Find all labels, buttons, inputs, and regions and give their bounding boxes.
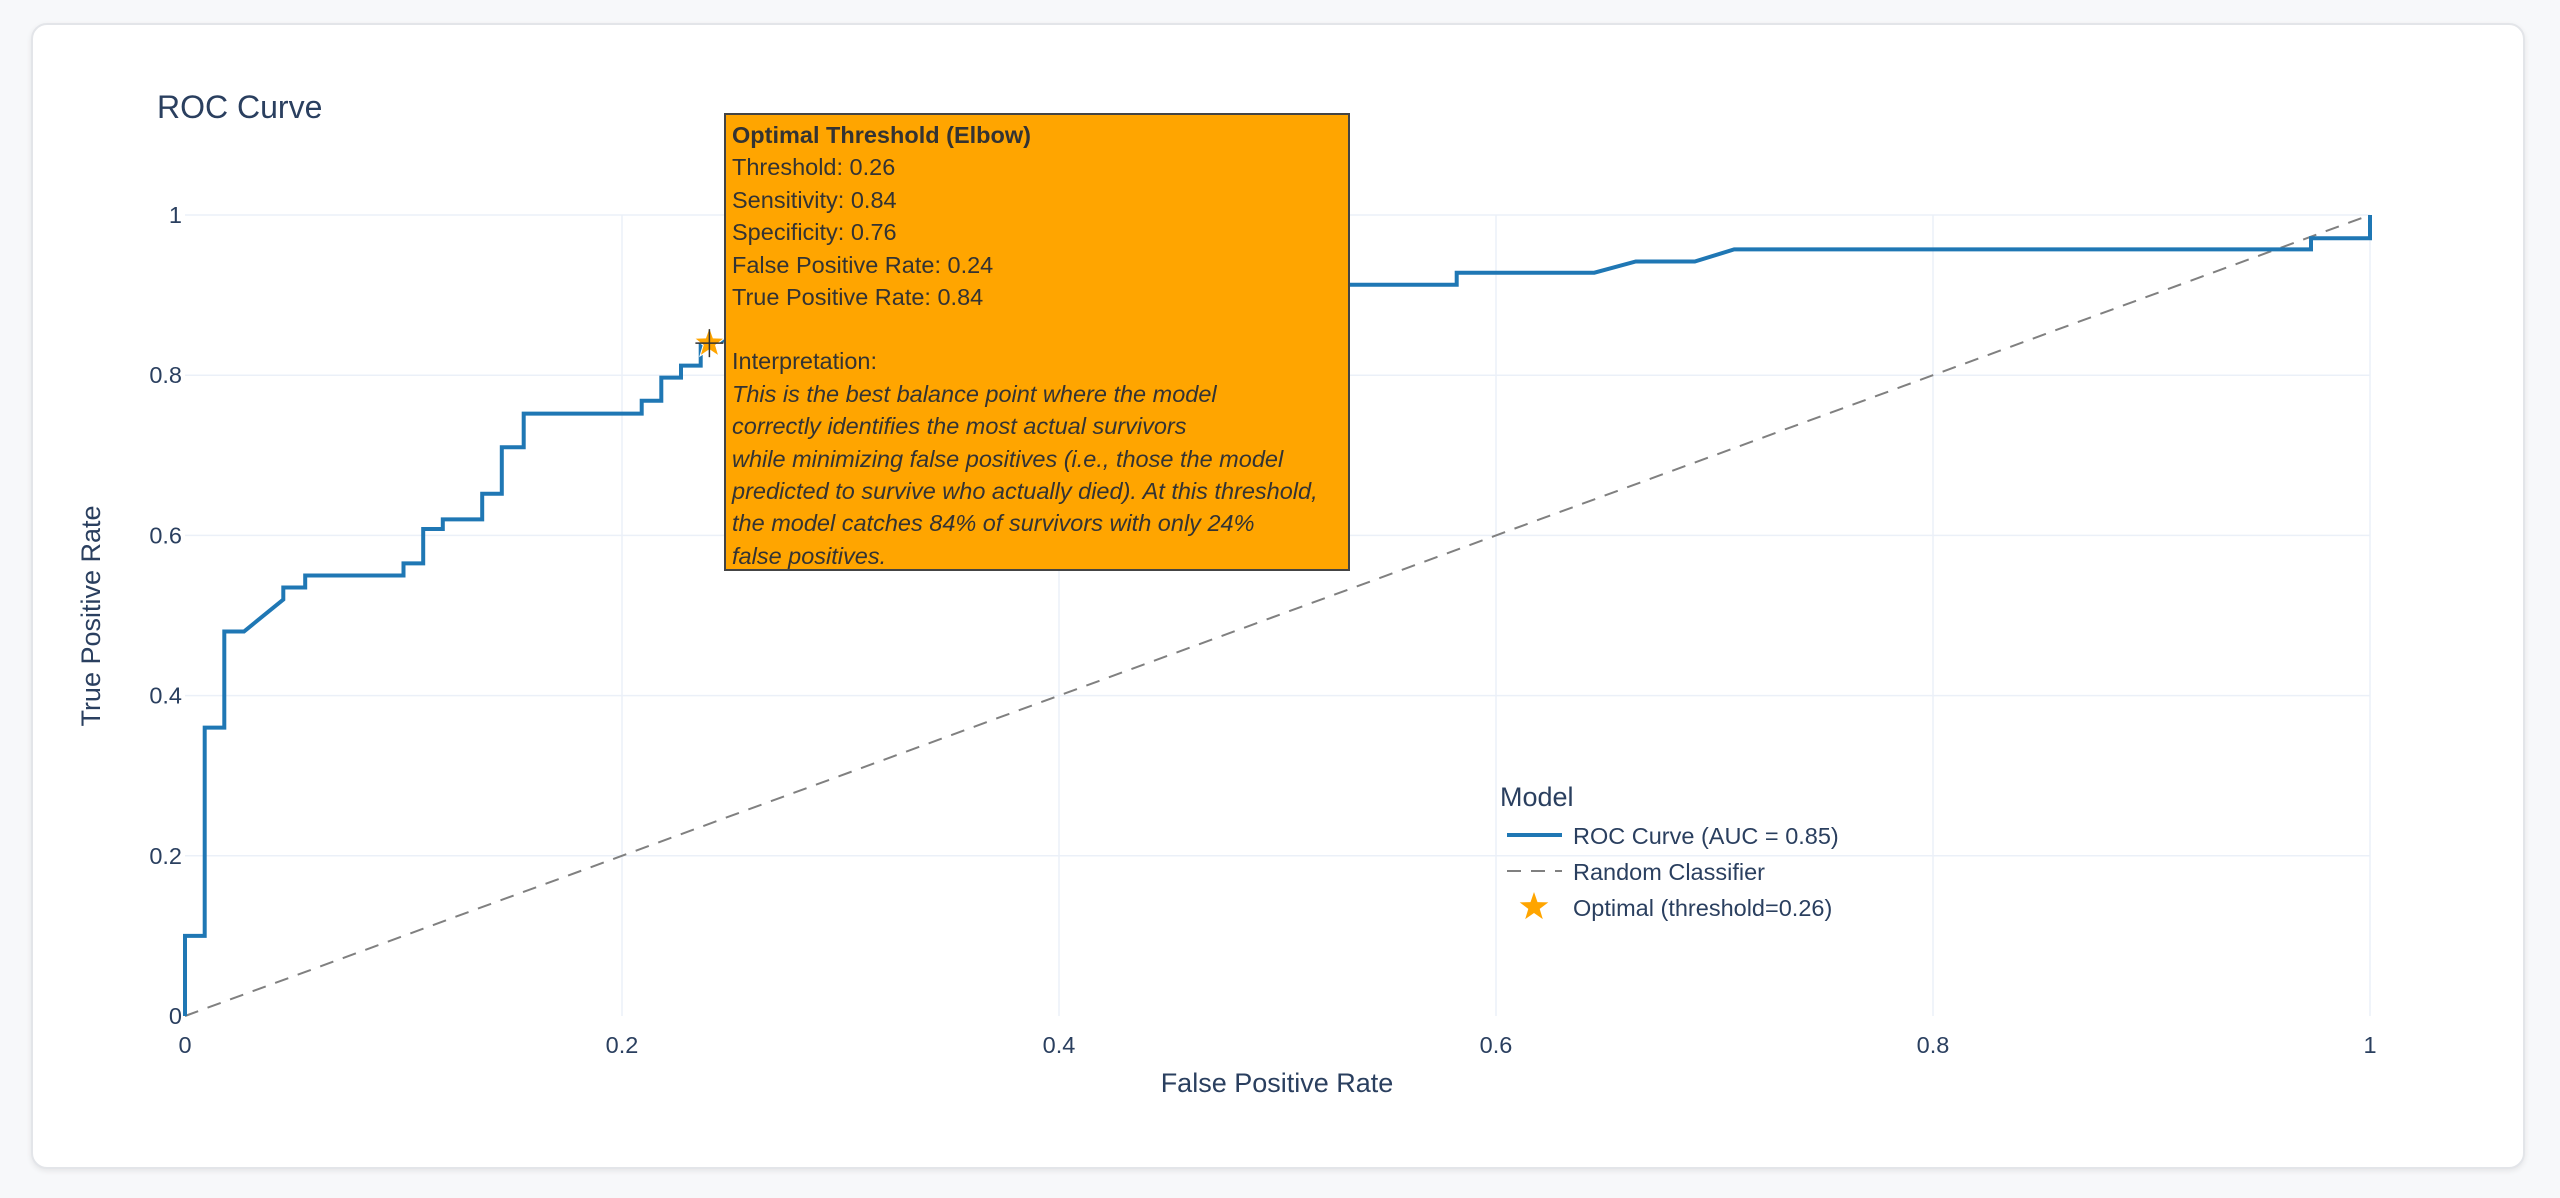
- y-tick-label: 0.2: [149, 843, 182, 869]
- axis-ticks: 0 0.2 0.4 0.6 0.8 1 0 0.2 0.4 0.6 0.8 1: [149, 202, 2376, 1058]
- tooltip-interp-line-4: predicted to survive who actually died).…: [732, 478, 1318, 505]
- x-tick-label: 0.4: [1043, 1032, 1076, 1058]
- random-classifier-line: [184, 214, 2371, 1017]
- hover-tooltip: Optimal Threshold (Elbow) Threshold: 0.2…: [724, 113, 1350, 571]
- tooltip-tpr: True Positive Rate: 0.84: [732, 284, 984, 311]
- random-classifier-path: [184, 214, 2371, 1017]
- x-tick-label: 0.6: [1480, 1032, 1513, 1058]
- legend-random-label[interactable]: Random Classifier: [1573, 859, 1765, 885]
- tooltip-fpr: False Positive Rate: 0.24: [732, 251, 994, 278]
- roc-curve-line: [183, 215, 2372, 1016]
- legend-title: Model: [1500, 782, 1574, 812]
- chart-title: ROC Curve: [157, 89, 322, 125]
- tooltip-sensitivity: Sensitivity: 0.84: [732, 186, 897, 213]
- y-tick-label: 0.4: [149, 683, 182, 709]
- y-tick-label: 0.8: [149, 362, 182, 388]
- x-tick-label: 1: [2363, 1032, 2376, 1058]
- optimal-point-marker[interactable]: [692, 325, 727, 358]
- y-tick-label: 0.6: [149, 522, 182, 548]
- roc-curve-path: [183, 215, 2372, 1016]
- tooltip-interp-line-2: correctly identifies the most actual sur…: [732, 413, 1187, 440]
- x-axis-label: False Positive Rate: [1161, 1068, 1394, 1098]
- tooltip-specificity: Specificity: 0.76: [732, 219, 897, 246]
- x-tick-label: 0.2: [606, 1032, 639, 1058]
- tooltip-title: Optimal Threshold (Elbow): [732, 122, 1031, 148]
- tooltip-interp-line-3: while minimizing false positives (i.e., …: [732, 445, 1284, 472]
- tooltip-interp-line-6: false positives.: [732, 542, 887, 569]
- tooltip-interp-line-1: This is the best balance point where the…: [732, 380, 1217, 407]
- tooltip-interp-line-5: the model catches 84% of survivors with …: [732, 510, 1255, 537]
- y-axis-label: True Positive Rate: [76, 505, 106, 726]
- x-tick-label: 0.8: [1917, 1032, 1950, 1058]
- tooltip-interp-label: Interpretation:: [732, 348, 878, 375]
- legend-roc-label[interactable]: ROC Curve (AUC = 0.85): [1573, 823, 1839, 849]
- tooltip-threshold: Threshold: 0.26: [732, 154, 896, 181]
- y-tick-label: 1: [169, 202, 182, 228]
- tooltip-gap: [732, 313, 1342, 345]
- y-tick-label: 0: [169, 1003, 182, 1029]
- legend-star-icon[interactable]: [1519, 892, 1549, 920]
- x-tick-label: 0: [178, 1032, 191, 1058]
- legend-optimal-label[interactable]: Optimal (threshold=0.26): [1573, 895, 1832, 921]
- legend: Model ROC Curve (AUC = 0.85) Random Clas…: [1500, 782, 1839, 921]
